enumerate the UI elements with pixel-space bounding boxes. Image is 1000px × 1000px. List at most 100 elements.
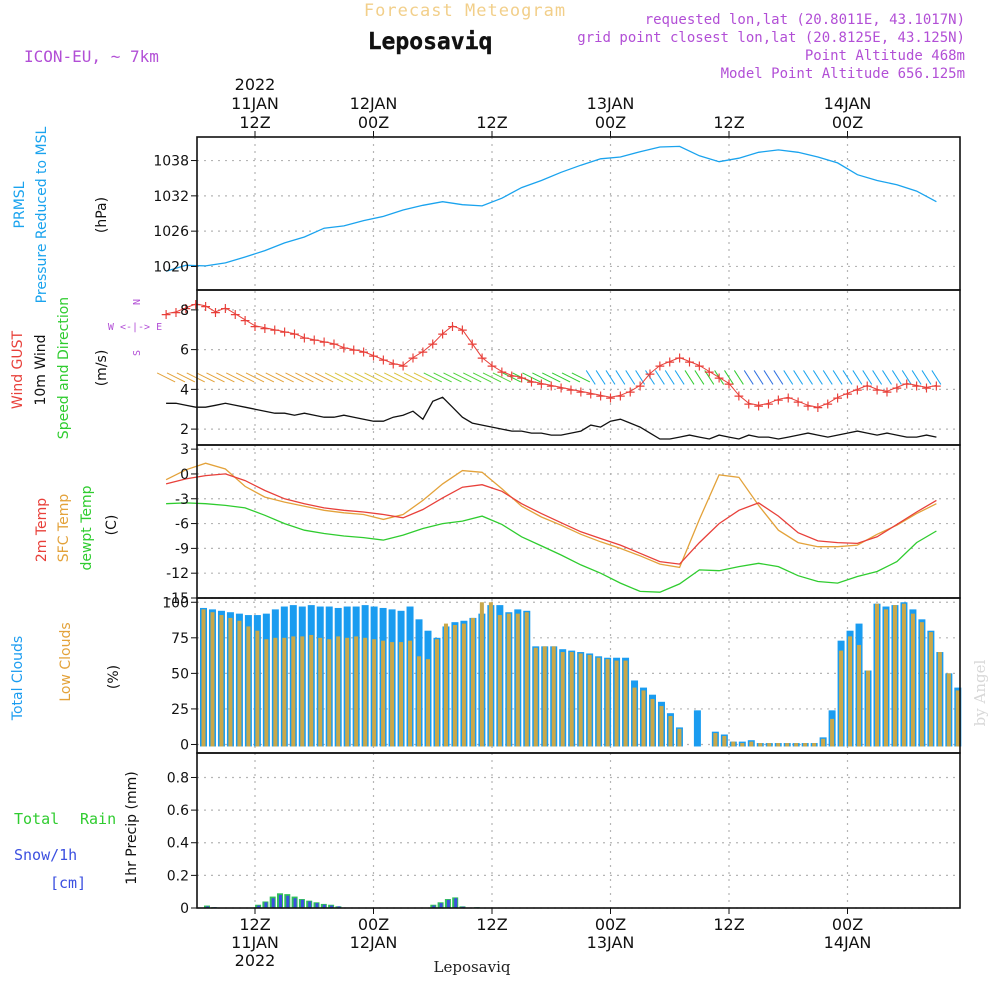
low-cloud-bar [426,659,430,747]
wind-direction-arrow [654,370,665,385]
time-label-bottom: 12Z [713,915,744,934]
temp-tick-label: -9 [175,541,189,557]
wind-tick-label: 2 [180,422,189,438]
wind-direction-arrow [364,372,383,383]
wind-direction-arrow [704,370,715,385]
wind-tick-label: 6 [180,343,189,359]
low-cloud-bar [273,637,278,747]
wind-direction-arrow [482,372,502,383]
pressure-tick-label: 1026 [153,224,189,240]
wind-direction-arrow [216,372,235,383]
wind-direction-arrow [344,372,363,383]
wind-gust-marker: + [289,327,301,343]
wind-gust-marker: + [881,384,893,400]
temp-tick-label: 0 [180,467,189,483]
dewpt-temp-line [166,502,937,593]
low-cloud-bar [372,639,377,747]
wind-gust-marker: + [417,345,429,361]
wind-direction-arrow [921,370,932,385]
low-cloud-bar [533,647,538,747]
low-cloud-bar [363,637,368,747]
wind-gust-marker: + [496,364,508,380]
wind-direction-arrow [522,372,541,383]
cloud-label-total: Total Clouds [10,636,26,721]
low-cloud-bar [596,657,601,747]
wind-gust-marker: + [694,359,706,375]
temp-tick-label: 3 [180,442,189,458]
low-cloud-bar [264,639,269,747]
wind-gust-marker: + [931,378,943,394]
wind-gust-marker: + [871,382,883,398]
wind-direction-arrow [832,370,843,385]
wind-gust-marker: + [368,349,380,365]
wind-label-10m: 10m Wind [33,334,49,405]
snow-bar [432,905,436,908]
low-cloud-bar [578,653,583,747]
wind-gust-marker: + [269,323,281,339]
total-cloud-bar [693,710,701,747]
wind-gust-marker: + [703,364,715,380]
snow-bar [271,898,275,908]
pressure-label-prmsl: PRMSL [12,181,28,228]
time-label-bottom: 2022 [235,951,276,970]
wind-gust-marker: + [397,359,409,375]
low-cloud-bar [722,735,727,747]
low-cloud-bar [551,646,556,747]
wind-gust-marker: + [427,337,439,353]
wind-gust-marker: + [812,400,824,416]
wind-gust-marker: + [358,345,370,361]
grid-location: grid point closest lon,lat (20.8125E, 43… [577,30,965,46]
temp-tick-label: -15 [166,591,189,607]
wind-gust-marker: + [338,341,350,357]
wind-gust-marker: + [506,368,518,384]
time-label-bottom: 00Z [832,915,863,934]
wind-direction-arrow [403,372,423,383]
wind-direction-arrow [645,370,655,385]
wind-direction-arrow [561,372,581,383]
wind-direction-arrow [295,372,314,383]
wind-gust-marker: + [763,396,775,412]
wind-direction-arrow [664,370,675,385]
wind-gust-marker: + [387,357,399,373]
wind-tick-label: 8 [180,303,189,319]
wind-gust-marker: + [654,359,666,375]
sfc-temp-line [165,462,937,569]
precip-panel-frame [196,752,961,909]
low-cloud-bar [785,743,790,747]
snow-bar [286,895,290,908]
low-cloud-bar [452,625,457,747]
low-cloud-bar [937,652,942,747]
wind-gust-marker: + [684,355,696,371]
snow-bar [300,899,304,908]
low-cloud-bar [524,612,529,747]
wind-direction-arrow [196,372,215,383]
wind-gust-marker: + [822,396,834,412]
wind-direction-arrow [423,372,442,383]
low-cloud-bar [399,642,404,747]
low-cloud-bar [587,654,592,747]
temp-tick-label: -12 [166,566,189,582]
wind-gust-marker: + [229,307,241,323]
low-cloud-bar [650,698,655,747]
low-cloud-bar [417,656,422,747]
time-label-top: 12JAN [350,94,398,113]
low-cloud-bar [632,687,637,747]
wind-speed-line [166,396,937,440]
pressure-panel-frame [196,136,961,291]
low-cloud-bar [237,620,242,747]
time-label-top: 00Z [832,113,863,132]
wind-direction-arrow [265,372,284,383]
wind-gust-marker: + [861,378,873,394]
low-cloud-bar [928,632,933,747]
low-cloud-bar [875,603,879,747]
wind-direction-arrow [433,372,452,383]
low-cloud-bar [246,626,251,747]
low-cloud-bar [803,743,808,747]
precip-tick-label: 0.8 [167,770,189,786]
low-cloud-bar [605,659,610,747]
wind-direction-arrow [176,372,196,383]
low-cloud-bar [560,652,565,747]
low-cloud-bar [857,644,862,747]
wind-gust-marker: + [249,319,261,335]
low-cloud-bar [327,639,332,747]
